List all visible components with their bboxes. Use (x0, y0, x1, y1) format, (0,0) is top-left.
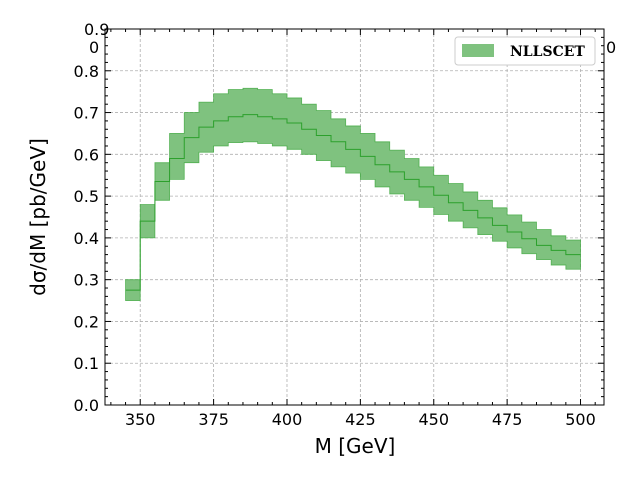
y-tick-label-5: 0.5 (74, 187, 99, 206)
top-right-artifact-label: 0 (606, 38, 616, 57)
y-tick-label-8: 0.8 (74, 62, 99, 81)
x-tick-label-0: 350 (125, 410, 156, 429)
x-tick-labels: 350 375 400 425 450 475 500 (125, 410, 596, 429)
y-tick-label-4: 0.4 (74, 229, 99, 248)
x-tick-label-6: 500 (565, 410, 596, 429)
y-axis-label: dσ/dM [pb/GeV] (26, 138, 50, 296)
y-tick-label-0: 0.0 (74, 396, 99, 415)
y-tick-label-6: 0.6 (74, 145, 99, 164)
y-tick-label-1: 0.1 (74, 354, 99, 373)
uncertainty-band (125, 87, 581, 301)
ticks (105, 28, 604, 406)
y-tick-labels: 0.0 0.1 0.2 0.3 0.4 0.5 0.6 0.7 0.8 (74, 62, 99, 415)
central-step-line (125, 114, 581, 291)
plot-frame (104, 28, 605, 406)
legend-label: NLLSCET (510, 44, 585, 60)
legend: NLLSCET (454, 36, 596, 66)
x-tick-label-4: 450 (418, 410, 449, 429)
band-area (125, 87, 581, 301)
legend-swatch (462, 44, 494, 57)
y-tick-label-7: 0.7 (74, 104, 99, 123)
x-tick-label-1: 375 (198, 410, 229, 429)
x-tick-label-5: 475 (492, 410, 523, 429)
central-line (125, 114, 581, 291)
top-left-artifact-label: 0.9 (84, 20, 109, 39)
y-tick-label-3: 0.3 (74, 271, 99, 290)
top-left-artifact-label-2: 0 (89, 38, 99, 57)
x-tick-label-3: 425 (345, 410, 376, 429)
x-axis-label: M [GeV] (315, 434, 396, 458)
y-tick-label-2: 0.2 (74, 312, 99, 331)
x-tick-label-2: 400 (272, 410, 303, 429)
